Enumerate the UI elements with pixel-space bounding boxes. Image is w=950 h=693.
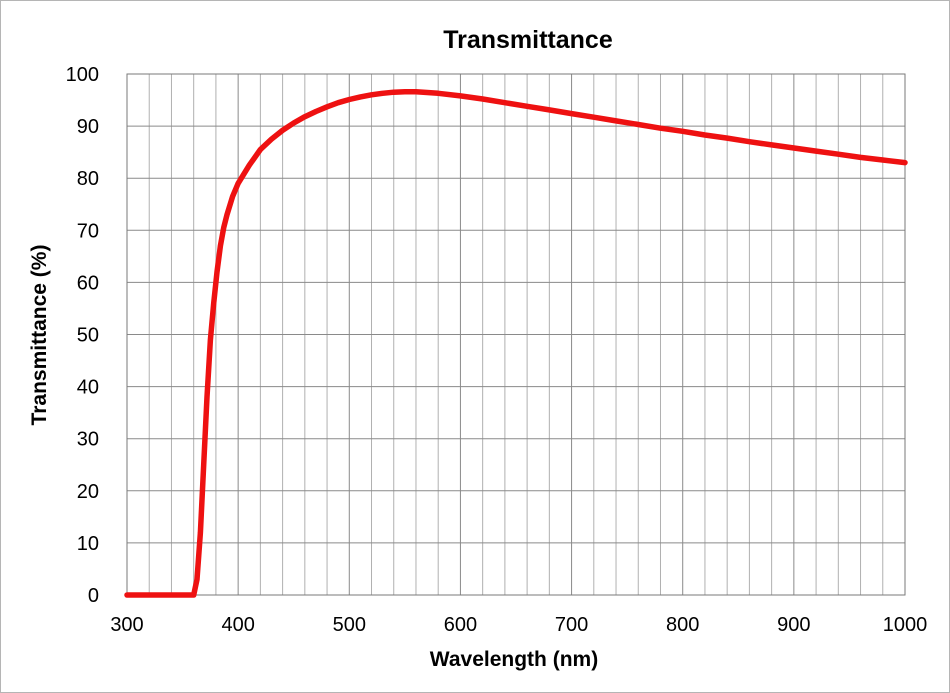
grid	[126, 73, 906, 596]
y-tick-label-60: 60	[77, 272, 99, 294]
x-tick-label-900: 900	[777, 614, 810, 636]
series-layer	[124, 88, 908, 598]
y-tick-label-50: 50	[77, 325, 99, 347]
plot-area-border	[126, 73, 906, 596]
x-tick-label-1000: 1000	[883, 614, 928, 636]
y-tick-label-0: 0	[88, 585, 99, 607]
x-tick-labels: 300 400 500 600 700 800 900 1000	[110, 614, 927, 636]
x-axis-label: Wavelength (nm)	[430, 648, 598, 671]
x-tick-label-700: 700	[555, 614, 588, 636]
y-tick-label-10: 10	[77, 533, 99, 555]
transmittance-series-line	[124, 88, 908, 598]
x-tick-label-600: 600	[444, 614, 477, 636]
x-tick-label-800: 800	[666, 614, 699, 636]
y-tick-label-80: 80	[77, 168, 99, 190]
y-tick-label-70: 70	[77, 220, 99, 242]
y-tick-label-40: 40	[77, 377, 99, 399]
y-tick-label-90: 90	[77, 116, 99, 138]
y-tick-labels: 0 10 20 30 40 50 60 70 80 90 100	[66, 64, 99, 607]
y-axis-label: Transmittance (%)	[28, 245, 51, 426]
x-tick-label-300: 300	[110, 614, 143, 636]
y-tick-label-20: 20	[77, 481, 99, 503]
x-tick-label-400: 400	[221, 614, 254, 636]
chart-title: Transmittance	[443, 26, 613, 54]
y-tick-label-100: 100	[66, 64, 99, 86]
y-tick-label-30: 30	[77, 429, 99, 451]
x-tick-label-500: 500	[333, 614, 366, 636]
